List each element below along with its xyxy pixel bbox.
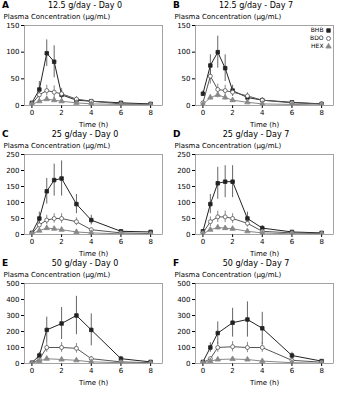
svg-text:0: 0 (15, 360, 19, 368)
svg-text:0: 0 (186, 360, 190, 368)
svg-text:200: 200 (6, 328, 19, 336)
svg-text:150: 150 (6, 22, 19, 30)
svg-text:0: 0 (15, 102, 19, 110)
svg-text:BDO: BDO (310, 34, 324, 41)
svg-text:2: 2 (230, 238, 234, 246)
svg-text:2: 2 (59, 109, 63, 117)
svg-text:Plasma Concentration (µg/mL): Plasma Concentration (µg/mL) (175, 142, 282, 150)
svg-text:6: 6 (119, 238, 124, 246)
svg-text:500: 500 (6, 280, 19, 288)
html-text:A: A (2, 0, 9, 10)
html-text:C: C (2, 129, 9, 139)
svg-text:300: 300 (6, 312, 19, 320)
svg-text:0: 0 (201, 109, 205, 117)
svg-text:Plasma Concentration (µg/mL): Plasma Concentration (µg/mL) (4, 13, 111, 21)
svg-text:8: 8 (148, 367, 152, 375)
svg-text:0: 0 (30, 367, 34, 375)
svg-text:Plasma Concentration (µg/mL): Plasma Concentration (µg/mL) (4, 142, 111, 150)
svg-text:400: 400 (6, 296, 19, 304)
svg-text:2: 2 (59, 238, 63, 246)
svg-text:100: 100 (6, 48, 19, 56)
svg-text:Time (h): Time (h) (249, 379, 280, 387)
svg-text:6: 6 (290, 238, 295, 246)
svg-text:8: 8 (148, 238, 152, 246)
svg-text:0: 0 (15, 231, 19, 239)
svg-text:Time (h): Time (h) (78, 250, 109, 258)
svg-text:500: 500 (177, 280, 190, 288)
svg-text:Time (h): Time (h) (249, 250, 280, 258)
svg-text:8: 8 (319, 367, 323, 375)
svg-text:0: 0 (201, 238, 205, 246)
svg-text:Time (h): Time (h) (78, 379, 109, 387)
svg-text:0: 0 (186, 231, 190, 239)
svg-text:8: 8 (319, 109, 323, 117)
svg-text:8: 8 (148, 109, 152, 117)
svg-text:4: 4 (89, 109, 94, 117)
svg-text:100: 100 (177, 344, 190, 352)
svg-text:0: 0 (30, 109, 34, 117)
svg-text:HEX: HEX (311, 42, 323, 49)
svg-text:Plasma Concentration (µg/mL): Plasma Concentration (µg/mL) (4, 271, 111, 279)
html-text:12.5 g/day - Day 0: 12.5 g/day - Day 0 (47, 1, 123, 10)
svg-text:0: 0 (30, 238, 34, 246)
svg-text:400: 400 (177, 296, 190, 304)
html-text:F: F (173, 258, 180, 268)
svg-text:50: 50 (182, 215, 191, 223)
html-text:12.5 g/day - Day 7: 12.5 g/day - Day 7 (218, 1, 294, 10)
svg-text:200: 200 (6, 167, 19, 175)
svg-text:0: 0 (186, 102, 190, 110)
svg-text:0: 0 (201, 367, 205, 375)
html-text:D: D (173, 129, 181, 139)
svg-text:100: 100 (177, 199, 190, 207)
html-text:50 g/day - Day 7: 50 g/day - Day 7 (222, 259, 290, 268)
svg-text:4: 4 (260, 367, 265, 375)
svg-text:100: 100 (6, 344, 19, 352)
svg-text:200: 200 (177, 328, 190, 336)
html-text:25 g/day - Day 7: 25 g/day - Day 7 (222, 130, 290, 139)
svg-text:50: 50 (11, 75, 20, 83)
svg-text:100: 100 (6, 199, 19, 207)
svg-text:4: 4 (89, 238, 94, 246)
html-text:25 g/day - Day 0: 25 g/day - Day 0 (51, 130, 119, 139)
svg-text:250: 250 (177, 151, 190, 159)
svg-text:50: 50 (11, 215, 20, 223)
svg-text:200: 200 (177, 167, 190, 175)
svg-text:100: 100 (177, 48, 190, 56)
html-text:50 g/day - Day 0: 50 g/day - Day 0 (51, 259, 119, 268)
svg-text:300: 300 (177, 312, 190, 320)
html-text:B: B (173, 0, 180, 10)
svg-text:BHB: BHB (311, 26, 324, 33)
svg-text:6: 6 (290, 109, 295, 117)
svg-text:2: 2 (59, 367, 63, 375)
svg-text:2: 2 (230, 109, 234, 117)
svg-text:4: 4 (260, 238, 265, 246)
svg-text:Plasma Concentration (µg/mL): Plasma Concentration (µg/mL) (175, 13, 282, 21)
svg-text:8: 8 (319, 238, 323, 246)
svg-text:150: 150 (177, 22, 190, 30)
svg-text:6: 6 (119, 109, 124, 117)
svg-text:150: 150 (177, 183, 190, 191)
svg-text:2: 2 (230, 367, 234, 375)
svg-text:4: 4 (260, 109, 265, 117)
svg-text:6: 6 (290, 367, 295, 375)
svg-text:150: 150 (6, 183, 19, 191)
svg-text:250: 250 (6, 151, 19, 159)
svg-text:Time (h): Time (h) (249, 121, 280, 129)
html-text:E: E (2, 258, 9, 268)
svg-text:6: 6 (119, 367, 124, 375)
svg-text:Plasma Concentration (µg/mL): Plasma Concentration (µg/mL) (175, 271, 282, 279)
svg-text:Time (h): Time (h) (78, 121, 109, 129)
svg-text:50: 50 (182, 75, 191, 83)
svg-text:4: 4 (89, 367, 94, 375)
